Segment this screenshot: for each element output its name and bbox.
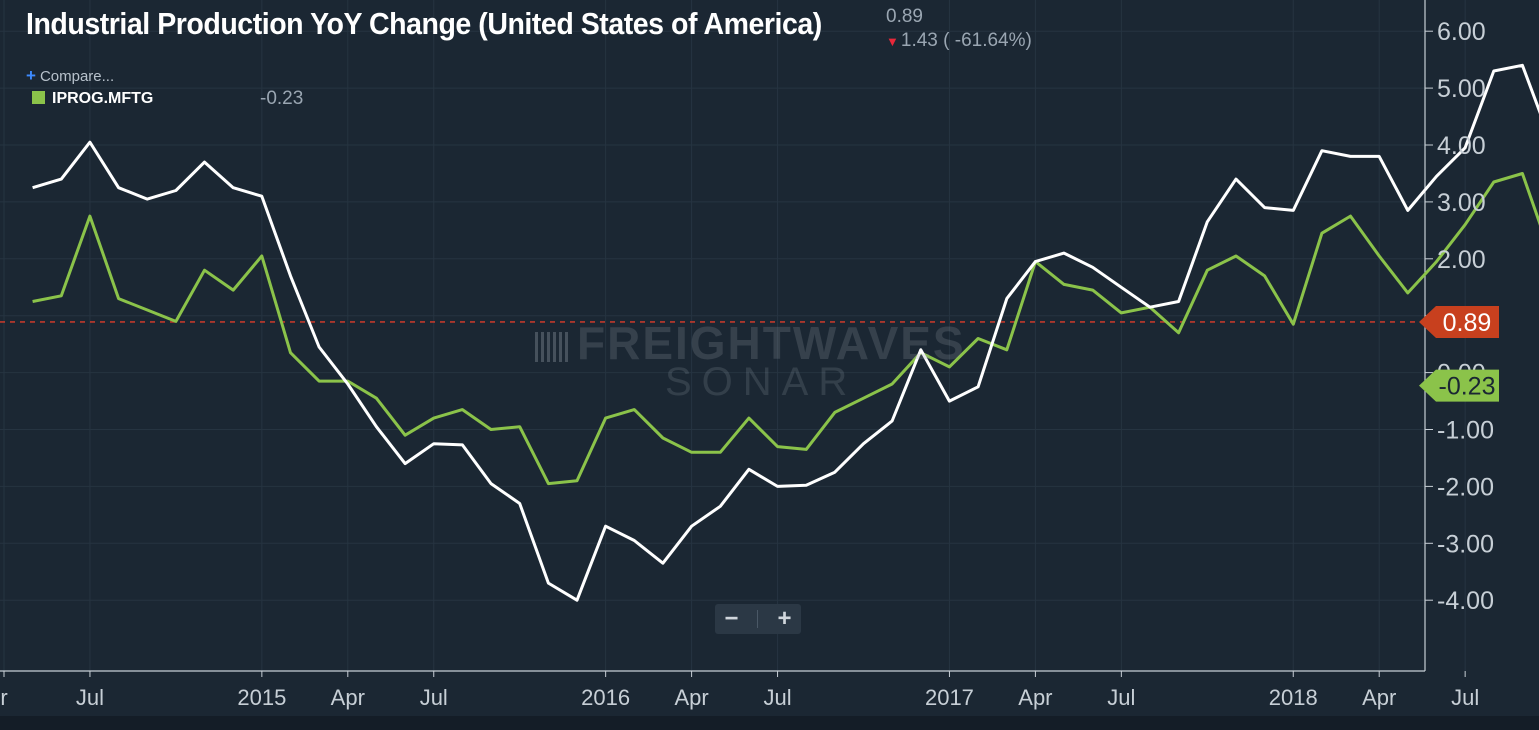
y-tick-label: 5.00 <box>1437 75 1486 103</box>
x-tick-label: 2016 <box>581 685 630 710</box>
x-tick-label: Apr <box>674 685 708 710</box>
x-tick-label: 2015 <box>237 685 286 710</box>
watermark-bars-icon <box>535 332 569 362</box>
change-text: 1.43 ( -61.64%) <box>900 30 1032 51</box>
legend-series-name: IPROG.MFTG <box>52 90 154 107</box>
chart-series <box>32 63 1539 602</box>
x-tick-label: Jul <box>1107 685 1135 710</box>
y-tick-label: 4.00 <box>1437 132 1486 160</box>
iprog-mftg-badge <box>1419 369 1499 402</box>
y-tick-label: 2.00 <box>1437 246 1486 274</box>
x-tick-label: Jul <box>1451 685 1479 710</box>
x-tick-label: Jul <box>763 685 791 710</box>
zoom-out-button[interactable]: − <box>724 605 739 632</box>
compare-label: Compare... <box>39 68 115 85</box>
x-tick-label: 2018 <box>1269 685 1318 710</box>
industrial-production-line <box>32 63 1539 602</box>
y-tick-label: 6.00 <box>1437 18 1486 46</box>
change-readout: ▼ 1.43 ( -61.64%) <box>886 30 1032 52</box>
legend-item[interactable]: IPROG.MFTG -0.23 <box>32 88 303 109</box>
legend-swatch <box>32 91 45 104</box>
compare-button[interactable]: + Compare... <box>26 66 114 86</box>
industrial-production-badge <box>1419 305 1499 338</box>
x-tick-label: Apr <box>1362 685 1396 710</box>
zoom-control: − + <box>715 604 801 634</box>
iprog-mftg-badge-label: -0.23 <box>1439 373 1496 401</box>
watermark-top-text: FREIGHTWAVES <box>577 317 966 369</box>
y-tick-label: 3.00 <box>1437 189 1486 217</box>
x-tick-label: Jul <box>76 685 104 710</box>
legend-series-value: -0.23 <box>260 88 304 109</box>
bottom-band <box>0 716 1539 730</box>
x-tick-label: Apr <box>1018 685 1052 710</box>
zoom-separator <box>757 610 759 628</box>
y-tick-label: -1.00 <box>1437 417 1494 445</box>
zoom-in-button[interactable]: + <box>777 605 792 632</box>
chart-title: Industrial Production YoY Change (United… <box>26 6 822 41</box>
y-tick-label: -4.00 <box>1437 587 1494 615</box>
y-tick-label: -2.00 <box>1437 473 1494 501</box>
y-tick-label: -3.00 <box>1437 530 1494 558</box>
watermark-logo: FREIGHTWAVES <box>535 316 966 370</box>
plus-icon: + <box>26 66 36 85</box>
iprog-mftg-line <box>32 172 1539 486</box>
x-axis-labels: r Jul 2015 Apr Jul 2016 Apr Jul 2017 Apr Jul 2018 Ap… <box>0 685 1479 710</box>
watermark: FREIGHTWAVES SONAR <box>535 316 966 405</box>
end-value-badges: 0.89 -0.23 <box>1419 305 1499 402</box>
last-value: 0.89 <box>886 6 923 27</box>
down-arrow-icon: ▼ <box>886 34 899 49</box>
x-tick-label: 2017 <box>925 685 974 710</box>
industrial-production-badge-label: 0.89 <box>1443 309 1492 337</box>
x-tick-label: Apr <box>331 685 365 710</box>
watermark-bottom-text: SONAR <box>665 360 858 404</box>
x-tick-label: r <box>0 685 7 710</box>
x-tick-label: Jul <box>420 685 448 710</box>
